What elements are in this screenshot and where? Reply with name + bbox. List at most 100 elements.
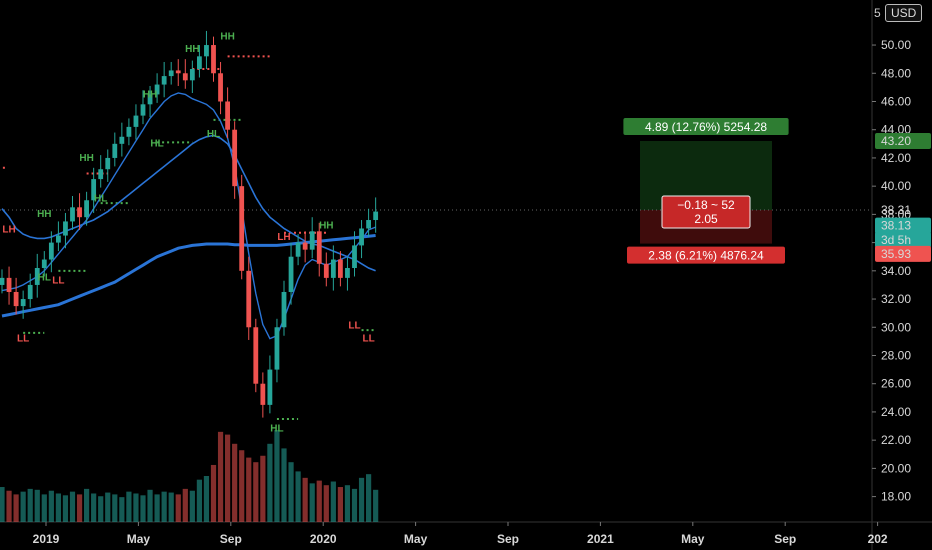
candle-body	[27, 284, 33, 300]
candle-body	[288, 256, 294, 292]
volume-bar	[13, 494, 19, 522]
y-tick-label: 32.00	[881, 292, 911, 306]
volume-bar	[48, 490, 54, 522]
candle-body	[267, 369, 273, 405]
candle-body	[147, 94, 153, 105]
volume-bar	[119, 497, 125, 522]
price-tag-bg	[875, 245, 931, 262]
price-tag: 3d 5h	[881, 233, 911, 247]
candle-body	[323, 263, 329, 278]
volume-bar	[260, 455, 266, 522]
candle-body	[345, 268, 350, 278]
candle-body	[253, 327, 259, 384]
candle-body	[182, 73, 188, 81]
volume-bar	[210, 464, 217, 522]
volume-bar	[161, 491, 167, 522]
candle-body	[309, 231, 315, 250]
candle-body	[98, 169, 104, 180]
candle-body	[48, 242, 54, 260]
volume-bar	[76, 494, 83, 522]
x-tick-label: May	[404, 532, 428, 546]
y-tick-label: 46.00	[881, 94, 911, 108]
volume-bar	[281, 448, 287, 522]
y-tick-label: 20.00	[881, 461, 911, 475]
candle-body	[366, 220, 371, 229]
price-tag: 38.31	[881, 203, 911, 217]
volume-bar	[41, 494, 47, 522]
volume-bar	[189, 490, 195, 522]
position-mid-box	[661, 195, 751, 229]
candle-body	[84, 200, 89, 218]
candle-body	[112, 143, 118, 158]
swing-marker-ll: LL	[17, 333, 29, 344]
candle-body	[168, 70, 174, 77]
y-tick-label: 22.00	[881, 433, 911, 447]
candle-body	[41, 259, 47, 268]
candle-body	[91, 179, 97, 201]
position-mid-label-1: −0.18 ~ 52	[677, 198, 735, 212]
volume-bar	[239, 450, 245, 522]
y-tick-label: 34.00	[881, 264, 911, 278]
volume-bar	[232, 443, 238, 522]
y-tick-label: 18.00	[881, 490, 911, 504]
volume-bar	[175, 494, 181, 522]
swing-marker-ll: LL	[362, 333, 374, 344]
currency-badge[interactable]: USD	[885, 4, 923, 22]
candle-body	[373, 211, 379, 221]
position-target-label-bg	[623, 118, 789, 135]
price-tag: 38.13	[881, 219, 911, 233]
volume-bar	[133, 493, 139, 522]
position-stop-label-bg	[627, 246, 785, 264]
volume-bar	[34, 489, 40, 522]
position-stop-label: 2.38 (6.21%) 4876.24	[648, 249, 764, 263]
x-tick-label: 2020	[310, 532, 337, 546]
swing-marker-ll: LL	[348, 321, 360, 332]
candle-body	[246, 270, 252, 328]
candle-body	[189, 69, 195, 81]
volume-bar	[147, 489, 153, 522]
swing-marker-hl: HL	[150, 139, 163, 150]
swing-marker-hl: HL	[38, 273, 51, 284]
volume-bar	[126, 491, 132, 522]
candle-body	[225, 101, 230, 130]
swing-marker-lh: LH	[2, 225, 15, 236]
volume-bar	[84, 488, 90, 522]
swing-marker-hl: HL	[207, 129, 220, 140]
x-tick-label: Sep	[497, 532, 519, 546]
candle-body	[154, 84, 160, 95]
price-tag: 43.20	[881, 134, 911, 148]
candle-body	[70, 207, 75, 222]
candle-body	[20, 299, 26, 307]
volume-bar	[337, 487, 343, 522]
volume-bar	[6, 490, 12, 522]
swing-marker-lh: LH	[277, 232, 290, 243]
candle-body	[6, 277, 12, 292]
y-tick-label: 28.00	[881, 348, 911, 362]
candle-body	[133, 115, 139, 127]
x-tick-label: 2019	[33, 532, 60, 546]
x-tick-label: May	[127, 532, 151, 546]
swing-marker-ll: LL	[52, 276, 64, 287]
volume-bar	[55, 493, 61, 522]
candle-body	[140, 104, 146, 116]
candle-body	[77, 207, 82, 218]
volume-bar	[323, 485, 329, 522]
candle-body	[330, 259, 336, 278]
swing-marker-hh: HH	[185, 44, 199, 55]
ma-fast-line	[1, 92, 376, 340]
candle-body	[211, 45, 216, 74]
candle-body	[239, 186, 245, 271]
volume-bar	[20, 491, 26, 522]
price-tag: 35.93	[881, 247, 911, 261]
volume-bar	[253, 462, 259, 522]
volume-bar	[196, 479, 202, 522]
price-tag-bg	[875, 231, 931, 248]
candle-body	[56, 235, 61, 243]
candle-body	[161, 76, 167, 85]
swing-marker-hh: HH	[79, 153, 93, 164]
y-tick-label: 30.00	[881, 320, 911, 334]
volume-bar	[288, 462, 294, 522]
y-tick-label: 24.00	[881, 405, 911, 419]
candle-body	[260, 383, 266, 405]
